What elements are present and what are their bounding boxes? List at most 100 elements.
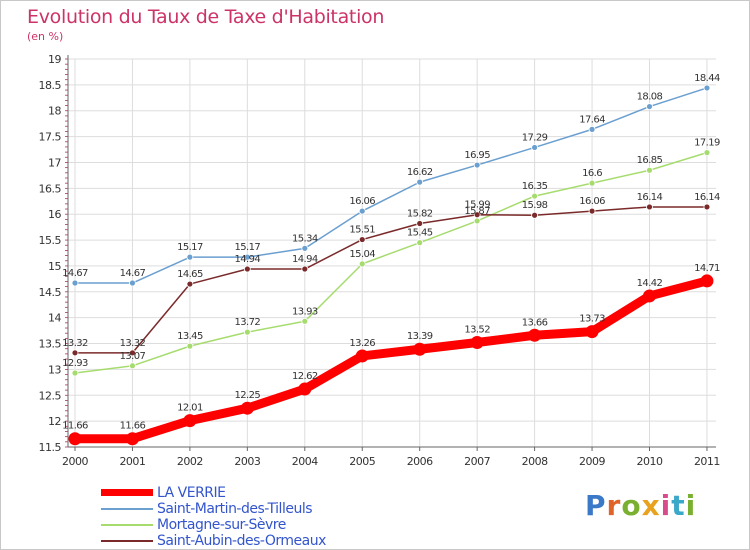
data-label: 16.6 [582,168,602,179]
data-point [588,125,596,133]
x-tick-label: 2011 [694,455,720,468]
data-point [355,349,369,363]
data-point [643,289,656,303]
data-label: 16.06 [349,196,375,207]
data-point [358,207,366,215]
x-tick-label: 2003 [234,455,260,468]
y-tick-label: 18.5 [39,79,62,92]
data-point [243,328,251,336]
data-point [473,211,481,219]
data-point [416,220,424,227]
axes: 11.5 12 12.5 13 13.5 14 14.5 15 15.5 16 16.5 17 17.5… [39,53,721,468]
y-tick-label: 13.5 [39,338,62,351]
y-tick-label: 12.5 [39,389,62,402]
data-point [588,207,596,215]
data-point [588,179,596,187]
data-label: 13.66 [522,317,548,328]
data-point [703,203,711,211]
grid [68,58,716,448]
x-tick-label: 2002 [177,455,203,468]
x-tick-label: 2009 [579,455,605,468]
data-label: 13.72 [235,317,261,328]
data-point [470,335,484,349]
data-label: 12.25 [235,390,261,401]
data-point [186,342,194,350]
data-point [186,280,194,288]
data-label: 15.34 [292,233,318,244]
y-tick-label: 11.5 [39,441,62,454]
y-tick-label: 12 [48,415,61,428]
legend-label: Saint-Aubin-des-Ormeaux [157,533,326,549]
data-point [646,166,653,174]
data-point [358,260,366,268]
chart-title: Evolution du Taux de Taxe d'Habitation [27,6,385,28]
data-point [240,401,254,415]
y-tick-label: 18 [48,105,61,118]
data-point [416,178,424,186]
data-point [301,244,309,252]
data-label: 15.17 [177,242,203,253]
series-2 [71,149,711,377]
y-tick-label: 15.5 [39,234,62,247]
data-label: 13.39 [407,331,433,342]
data-label: 14.67 [62,268,88,279]
y-tick-label: 16 [48,208,61,221]
y-tick-label: 15 [48,260,61,273]
data-point [416,239,424,247]
x-tick-label: 2000 [62,455,88,468]
data-point [358,236,366,243]
data-label: 12.93 [62,358,88,369]
data-label: 16.14 [694,192,720,203]
series-line [70,276,712,444]
data-label: 18.44 [694,73,720,84]
series-1 [71,84,711,287]
data-label: 13.32 [62,338,88,349]
data-point [71,279,79,287]
series-line [74,87,708,284]
x-tick-label: 2008 [522,455,548,468]
data-label: 15.17 [235,242,261,253]
data-label: 14.94 [292,254,318,265]
legend-swatch [101,524,153,526]
x-tick-label: 2005 [349,455,375,468]
data-point [301,265,309,273]
data-point [585,325,599,339]
data-point [129,362,136,370]
data-label: 15.99 [464,200,490,211]
data-point [531,144,538,151]
x-tick-label: 2006 [407,455,433,468]
data-label: 13.73 [579,314,605,325]
data-label: 13.26 [349,338,375,349]
data-label: 16.14 [637,192,663,203]
data-point [125,432,139,446]
y-tick-label: 14 [48,312,61,325]
x-tick-label: 2004 [292,455,318,468]
data-point [71,349,79,357]
data-label: 15.04 [349,249,375,260]
data-label: 14.42 [637,278,663,289]
data-point [298,382,312,396]
data-label: 14.71 [694,263,720,274]
y-tick-label: 13 [48,363,61,376]
data-label: 15.82 [407,209,433,220]
data-label: 13.32 [120,338,146,349]
data-label: 13.07 [120,351,146,362]
proxiti-logo: Proxiti [585,489,697,522]
data-label: 17.29 [522,132,548,143]
unit-label: (en %) [27,30,64,43]
legend-label: LA VERRIE [157,485,226,501]
legend-label: Mortagne-sur-Sèvre [157,517,286,533]
data-point [186,253,194,261]
data-point [243,253,251,261]
data-label: 16.06 [579,196,605,207]
series-0 [68,274,714,446]
y-tick-label: 16.5 [39,182,62,195]
y-tick-label: 19 [48,53,61,66]
data-label: 13.52 [464,324,490,335]
data-label: 16.85 [637,155,663,166]
data-label: 11.66 [120,421,146,432]
data-label: 15.98 [522,200,548,211]
data-point [531,211,538,219]
